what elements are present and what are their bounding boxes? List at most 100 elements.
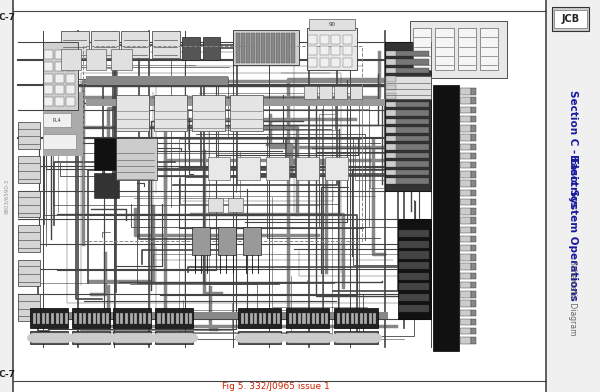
Bar xyxy=(250,314,253,324)
Bar xyxy=(460,199,471,205)
Bar xyxy=(337,314,340,324)
Bar xyxy=(86,49,106,71)
Bar xyxy=(319,87,332,99)
Text: C-7: C-7 xyxy=(0,370,15,379)
Bar xyxy=(185,314,188,324)
Bar xyxy=(55,97,64,106)
Bar xyxy=(61,49,81,71)
Circle shape xyxy=(138,334,151,342)
Bar xyxy=(386,161,429,167)
Bar xyxy=(121,31,149,58)
Bar xyxy=(386,68,396,73)
Bar xyxy=(154,95,187,131)
Bar xyxy=(399,273,429,280)
Bar xyxy=(155,308,193,328)
Bar xyxy=(546,0,600,392)
Text: JCB: JCB xyxy=(562,14,580,24)
Bar xyxy=(88,314,91,324)
Bar xyxy=(286,331,329,344)
Circle shape xyxy=(236,334,248,342)
Bar xyxy=(458,28,476,71)
Bar xyxy=(311,314,314,324)
Circle shape xyxy=(254,334,267,342)
Bar xyxy=(320,34,329,44)
Bar xyxy=(286,33,290,64)
Bar xyxy=(386,93,396,99)
Bar xyxy=(304,87,317,99)
Bar xyxy=(106,314,109,324)
Bar xyxy=(552,7,589,31)
Bar xyxy=(471,125,476,131)
Bar xyxy=(386,127,396,133)
Bar xyxy=(386,59,396,65)
Bar xyxy=(471,180,476,187)
Bar xyxy=(334,308,377,328)
Bar xyxy=(308,46,317,55)
Bar xyxy=(321,314,324,324)
Bar xyxy=(386,170,396,176)
Circle shape xyxy=(289,334,301,342)
Circle shape xyxy=(50,334,64,342)
Circle shape xyxy=(125,334,137,342)
Circle shape xyxy=(41,334,55,342)
Bar xyxy=(243,227,261,255)
Bar xyxy=(386,136,429,142)
Bar xyxy=(413,28,431,71)
Circle shape xyxy=(298,334,311,342)
Circle shape xyxy=(79,334,91,342)
Bar xyxy=(43,42,79,109)
Bar xyxy=(471,116,476,122)
Bar xyxy=(292,33,295,64)
Bar xyxy=(386,76,429,82)
Bar xyxy=(399,230,429,237)
Bar xyxy=(259,314,262,324)
Circle shape xyxy=(74,334,87,342)
Bar xyxy=(410,21,507,78)
Bar xyxy=(386,85,396,90)
Bar xyxy=(238,331,281,344)
Bar xyxy=(386,59,429,65)
Bar xyxy=(17,294,40,321)
Bar xyxy=(65,314,68,324)
Bar xyxy=(17,122,40,149)
Bar xyxy=(55,74,64,83)
Circle shape xyxy=(143,334,156,342)
Bar xyxy=(296,158,319,180)
Bar xyxy=(43,113,71,127)
Bar xyxy=(44,85,53,94)
Bar xyxy=(152,31,180,58)
Bar xyxy=(460,116,471,122)
Bar xyxy=(116,314,119,324)
Circle shape xyxy=(111,334,124,342)
Bar xyxy=(341,314,344,324)
Bar xyxy=(471,162,476,169)
Bar xyxy=(460,125,471,131)
Circle shape xyxy=(55,334,68,342)
Bar xyxy=(277,314,280,324)
Circle shape xyxy=(129,334,142,342)
Bar xyxy=(116,95,149,131)
Bar xyxy=(182,37,200,60)
Bar xyxy=(55,62,64,71)
Bar xyxy=(471,273,476,279)
Bar xyxy=(17,225,40,252)
Bar xyxy=(308,34,317,44)
Circle shape xyxy=(134,334,147,342)
Circle shape xyxy=(364,334,377,342)
Bar xyxy=(44,74,53,83)
Bar xyxy=(286,308,329,328)
Circle shape xyxy=(157,334,170,342)
Circle shape xyxy=(97,334,110,342)
Bar xyxy=(460,171,471,178)
Bar xyxy=(385,42,431,191)
Bar xyxy=(125,314,128,324)
Bar xyxy=(13,11,546,381)
Circle shape xyxy=(70,334,82,342)
Bar xyxy=(43,134,76,149)
Bar xyxy=(86,99,400,106)
Bar xyxy=(386,178,429,184)
Bar xyxy=(91,31,119,58)
Bar xyxy=(399,294,429,301)
Bar xyxy=(116,138,157,180)
Bar xyxy=(343,34,352,44)
